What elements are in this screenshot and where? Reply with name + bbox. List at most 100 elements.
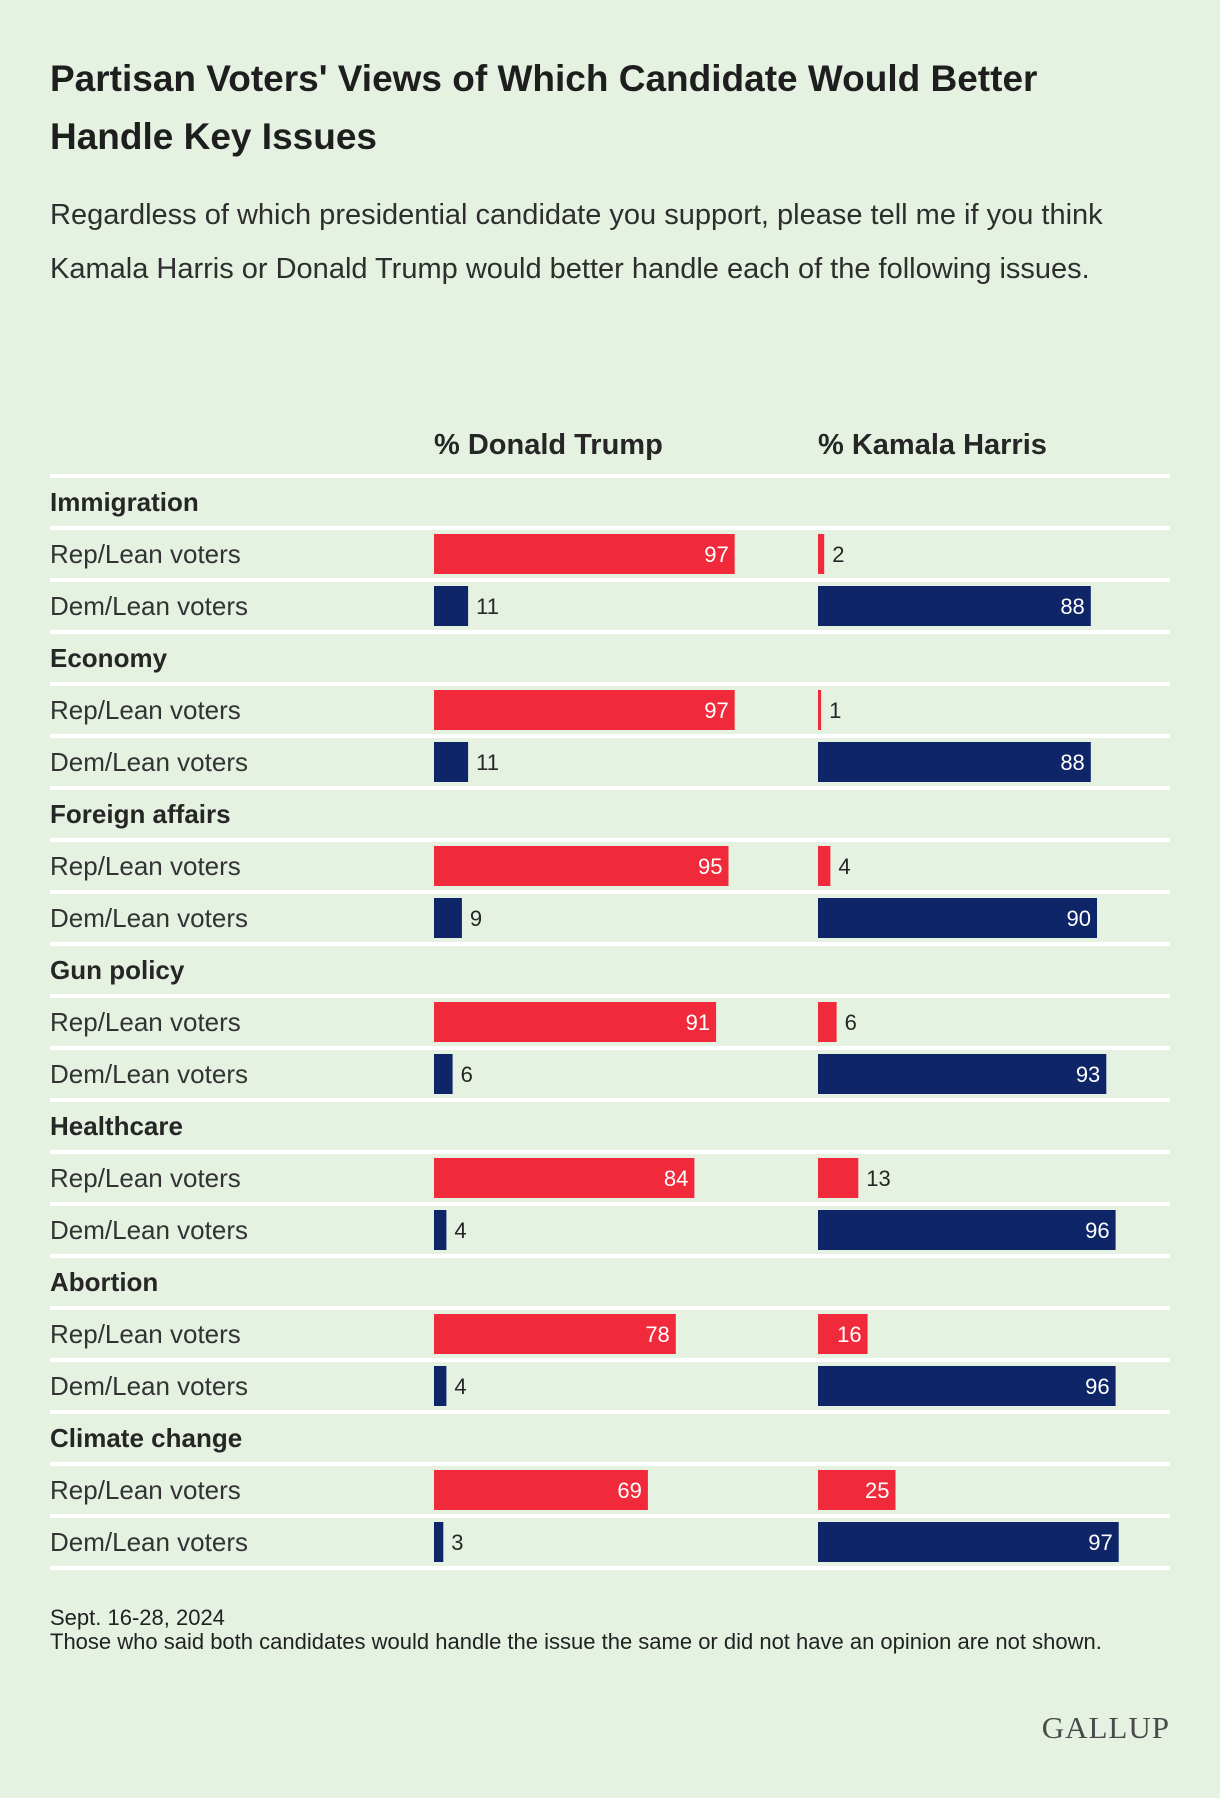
chart-footer: Sept. 16-28, 2024 Those who said both ca… [50,1606,1170,1654]
row-label: Rep/Lean voters [50,851,241,881]
divider [50,1462,1170,1466]
bar-trump [434,1522,444,1562]
divider [50,1150,1170,1154]
survey-date: Sept. 16-28, 2024 [50,1605,225,1630]
bar-trump [434,1054,453,1094]
data-label-harris: 97 [1088,1530,1112,1555]
issue-label: Economy [50,643,168,673]
data-label-trump: 11 [476,594,499,619]
data-label-harris: 88 [1060,594,1084,619]
row-label: Dem/Lean voters [50,1215,248,1245]
row-label: Dem/Lean voters [50,591,248,621]
footnote: Those who said both candidates would han… [50,1629,1102,1654]
data-label-trump: 69 [617,1478,641,1503]
issue-label: Foreign affairs [50,799,231,829]
row-label: Dem/Lean voters [50,1527,248,1557]
row-label: Dem/Lean voters [50,1059,248,1089]
issue-label: Abortion [50,1267,158,1297]
chart-subtitle: Regardless of which presidential candida… [50,199,1103,285]
data-label-trump: 97 [704,542,728,567]
row-label: Dem/Lean voters [50,1371,248,1401]
bar-trump [434,586,469,626]
divider [50,1566,1170,1570]
bar-trump [434,1366,447,1406]
data-label-trump: 78 [645,1322,669,1347]
data-label-harris: 6 [845,1010,857,1035]
row-label: Dem/Lean voters [50,747,248,777]
divider [50,786,1170,790]
chart-title: Partisan Voters' Views of Which Candidat… [50,58,1038,157]
bar-trump [434,534,735,574]
issue-label: Gun policy [50,955,185,985]
divider [50,1306,1170,1310]
data-label-trump: 97 [704,698,728,723]
bar-harris [818,898,1097,938]
bar-harris [818,690,822,730]
divider [50,1202,1170,1206]
divider [50,890,1170,894]
data-label-harris: 2 [832,542,844,567]
bar-harris [818,534,825,574]
divider [50,578,1170,582]
bar-trump [434,1470,648,1510]
bar-harris [818,1366,1116,1406]
divider [50,630,1170,634]
row-label: Rep/Lean voters [50,539,241,569]
bar-harris [818,742,1091,782]
bar-trump [434,742,469,782]
bar-trump [434,898,462,938]
bar-harris [818,1158,859,1198]
column-header-harris: % Kamala Harris [818,429,1047,461]
bar-harris [818,1002,837,1042]
column-header-trump: % Donald Trump [434,429,663,461]
row-label: Dem/Lean voters [50,903,248,933]
issue-label: Healthcare [50,1111,183,1141]
data-label-trump: 84 [664,1166,688,1191]
data-label-trump: 3 [451,1530,463,1555]
bar-trump [434,1314,676,1354]
data-label-harris: 25 [865,1478,889,1503]
bar-trump [434,1210,447,1250]
bar-harris [818,1470,896,1510]
data-label-trump: 4 [454,1218,466,1243]
bar-trump [434,690,735,730]
divider [50,1254,1170,1258]
divider [50,1410,1170,1414]
data-label-harris: 93 [1076,1062,1100,1087]
data-label-harris: 16 [837,1322,861,1347]
row-label: Rep/Lean voters [50,695,241,725]
bar-trump [434,1158,695,1198]
data-label-harris: 96 [1085,1218,1109,1243]
bar-harris [818,1054,1107,1094]
divider [50,1358,1170,1362]
divider [50,526,1170,530]
issue-label: Climate change [50,1423,242,1453]
data-label-trump: 11 [476,750,499,775]
bar-trump [434,1002,717,1042]
data-label-trump: 91 [686,1010,710,1035]
divider [50,942,1170,946]
data-label-harris: 4 [838,854,850,879]
divider [50,734,1170,738]
data-label-trump: 95 [698,854,722,879]
row-label: Rep/Lean voters [50,1475,241,1505]
data-label-trump: 9 [470,906,482,931]
row-label: Rep/Lean voters [50,1007,241,1037]
bar-harris [818,586,1091,626]
data-label-harris: 90 [1067,906,1091,931]
row-label: Rep/Lean voters [50,1319,241,1349]
data-label-harris: 88 [1060,750,1084,775]
bar-harris [818,1314,868,1354]
data-label-trump: 6 [461,1062,473,1087]
bar-chart: % Donald Trump % Kamala Harris Immigration… [50,429,1170,1570]
divider [50,682,1170,686]
row-label: Rep/Lean voters [50,1163,241,1193]
data-label-harris: 96 [1085,1374,1109,1399]
divider [50,838,1170,842]
divider [50,474,1170,478]
bar-trump [434,846,729,886]
bar-harris [818,1522,1119,1562]
issue-label: Immigration [50,487,199,517]
data-label-harris: 13 [866,1166,890,1191]
data-label-harris: 1 [829,698,841,723]
